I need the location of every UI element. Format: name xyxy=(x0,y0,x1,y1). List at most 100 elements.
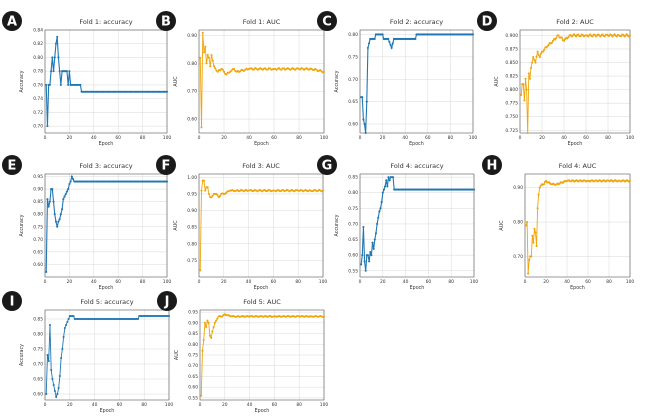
data-point xyxy=(67,317,70,321)
x-axis-label: Epoch xyxy=(254,285,269,291)
x-tick-label: 100 xyxy=(163,135,172,141)
x-axis-label: Epoch xyxy=(570,285,585,291)
data-point xyxy=(56,225,59,228)
data-point xyxy=(63,195,66,198)
data-point xyxy=(47,359,50,363)
data-point xyxy=(562,39,566,42)
data-point xyxy=(57,220,60,223)
panel-badge xyxy=(482,155,502,175)
series-line xyxy=(199,32,325,128)
x-tick-label: 60 xyxy=(117,402,123,408)
data-point xyxy=(367,42,371,45)
panel-title: Fold 2: accuracy xyxy=(390,18,443,26)
data-point xyxy=(378,210,381,213)
panel-letter: J xyxy=(164,295,170,310)
y-axis-label: Accuracy xyxy=(19,214,25,236)
panel-title: Fold 4: AUC xyxy=(559,162,597,170)
plot-frame xyxy=(198,29,325,134)
data-point xyxy=(202,338,205,342)
data-point xyxy=(199,56,202,59)
panel-c: 0 20 40 60 80 100 0.60 0.65 0.70 0.75 0.80 Fold 2: … xyxy=(317,11,477,147)
data-point xyxy=(59,83,62,86)
data-point xyxy=(53,56,56,59)
data-point xyxy=(370,254,373,257)
data-point xyxy=(68,70,71,73)
data-point xyxy=(48,200,51,203)
y-tick-label: 0.70 xyxy=(33,124,43,130)
y-tick-label: 0.85 xyxy=(188,331,198,337)
data-point xyxy=(536,50,539,53)
x-tick-label: 100 xyxy=(319,279,328,285)
x-axis-label: Epoch xyxy=(255,408,270,414)
data-point xyxy=(62,335,65,339)
y-tick-label: 0.75 xyxy=(187,258,197,264)
y-tick-label: 0.80 xyxy=(187,61,197,67)
y-axis-label: AUC xyxy=(174,349,180,360)
x-axis-label: Epoch xyxy=(254,141,269,147)
data-point xyxy=(322,70,326,73)
data-point xyxy=(382,188,385,191)
data-point xyxy=(388,40,391,43)
data-point xyxy=(211,330,214,333)
data-point xyxy=(628,179,632,182)
data-point xyxy=(539,52,542,55)
x-tick-label: 80 xyxy=(448,279,454,285)
y-tick-label: 0.70 xyxy=(348,221,358,227)
data-point xyxy=(222,70,226,73)
data-point xyxy=(577,33,580,36)
data-point xyxy=(364,131,367,135)
series-line xyxy=(361,33,473,134)
panel-letter: B xyxy=(161,15,171,30)
x-axis-label: Epoch xyxy=(568,141,583,147)
data-point xyxy=(53,389,56,393)
y-tick-label: 0.850 xyxy=(505,60,518,66)
plot-frame xyxy=(199,309,325,401)
data-point xyxy=(65,323,68,327)
y-tick-label: 0.78 xyxy=(33,69,43,75)
data-point xyxy=(620,35,623,38)
x-tick-label: 40 xyxy=(564,279,570,285)
data-point xyxy=(387,176,390,179)
data-point xyxy=(539,184,542,187)
y-tick-label: 0.90 xyxy=(187,33,197,39)
data-point xyxy=(536,207,539,210)
y-tick-label: 0.60 xyxy=(348,253,358,259)
data-point xyxy=(200,394,203,397)
data-point xyxy=(48,83,51,86)
plot-frame xyxy=(359,173,475,278)
panel-letter: E xyxy=(8,159,17,174)
y-tick-label: 0.90 xyxy=(188,320,198,326)
data-point xyxy=(608,34,611,38)
series-line xyxy=(45,36,167,127)
data-point xyxy=(212,65,216,68)
data-point xyxy=(230,69,233,72)
series-line xyxy=(525,179,631,274)
y-tick-label: 0.60 xyxy=(348,122,358,128)
y-tick-label: 0.90 xyxy=(187,208,197,214)
data-point xyxy=(79,83,82,86)
data-point xyxy=(216,317,219,320)
data-point xyxy=(60,356,63,360)
y-tick-label: 0.80 xyxy=(187,241,197,247)
panel-title: Fold 1: AUC xyxy=(243,18,281,26)
x-tick-label: 20 xyxy=(380,279,386,285)
data-point xyxy=(67,83,70,86)
data-point xyxy=(219,194,222,198)
y-tick-label: 0.775 xyxy=(505,101,518,107)
data-point xyxy=(543,48,546,51)
data-point xyxy=(575,35,578,38)
x-tick-label: 60 xyxy=(426,279,432,285)
y-tick-label: 0.90 xyxy=(513,185,523,191)
data-point xyxy=(591,35,594,38)
x-tick-label: 40 xyxy=(246,135,252,141)
y-tick-label: 0.70 xyxy=(188,363,198,369)
data-point xyxy=(322,315,326,318)
plot-frame xyxy=(524,173,631,278)
data-point xyxy=(369,250,372,254)
y-tick-label: 0.80 xyxy=(348,32,358,38)
panel-badge xyxy=(2,155,22,175)
data-point xyxy=(538,186,541,189)
x-tick-label: 0 xyxy=(44,402,47,408)
y-tick-label: 0.75 xyxy=(33,224,43,230)
data-point xyxy=(525,224,528,227)
